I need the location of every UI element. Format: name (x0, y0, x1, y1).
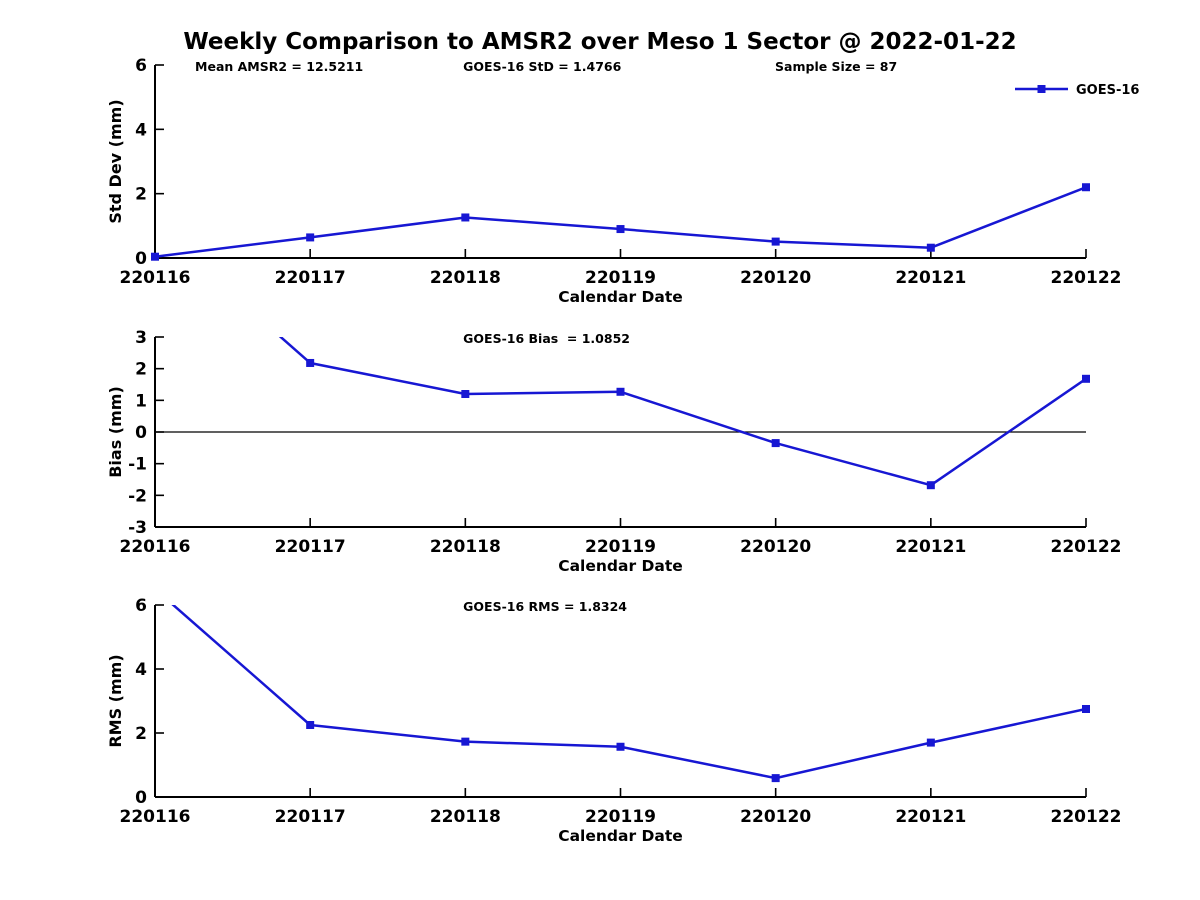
data-point-marker (616, 742, 625, 751)
data-point-marker (306, 721, 315, 729)
data-point-marker (151, 252, 159, 261)
y-axis-title: RMS (mm) (106, 654, 125, 747)
y-tick-label: 2 (135, 724, 147, 744)
data-point-marker (1082, 705, 1090, 713)
x-tick-label: 220119 (585, 268, 656, 288)
y-tick-label: 2 (135, 360, 147, 380)
y-tick-label: 0 (135, 249, 147, 269)
subplot-stddev: 0 2 4 6 220116 220117 220118 220119 220120 220121… (106, 56, 1139, 306)
x-tick-label: 220117 (275, 537, 346, 557)
x-axis-title: Calendar Date (558, 557, 683, 575)
subplot-rms: 0 2 4 6 220116 220117 220118 220119 220120 220121… (106, 596, 1122, 845)
y-tick-label: 0 (135, 788, 147, 808)
x-tick-label: 220118 (430, 268, 501, 288)
data-point-marker (306, 233, 315, 242)
data-point-marker (461, 213, 470, 222)
y-tick-label: -1 (128, 455, 147, 475)
x-tick-label: 220116 (120, 268, 191, 288)
x-tick-label: 220118 (430, 807, 501, 827)
y-tick-label: 6 (135, 56, 147, 76)
legend: GOES-16 (1015, 83, 1139, 98)
stat-annotation: GOES-16 StD = 1.4766 (463, 59, 621, 74)
y-tick-label: -3 (128, 518, 147, 538)
stat-annotation: Sample Size = 87 (775, 59, 897, 74)
legend-label: GOES-16 (1076, 83, 1139, 98)
legend-marker-icon (1037, 85, 1046, 93)
stat-annotation: GOES-16 RMS = 1.8324 (463, 599, 627, 614)
subplot-bias: -3 -2 -1 0 1 2 3 220116 220117 220118 220119 220120… (106, 328, 1122, 575)
y-tick-label: 6 (135, 596, 147, 616)
data-point-marker (771, 439, 780, 448)
data-point-marker (926, 738, 935, 747)
y-tick-label: 2 (135, 185, 147, 205)
x-tick-label: 220119 (585, 537, 656, 557)
x-tick-label: 220120 (740, 268, 811, 288)
data-point-marker (771, 774, 780, 783)
x-tick-label: 220121 (895, 807, 966, 827)
x-tick-label: 220117 (275, 268, 346, 288)
data-point-marker (306, 358, 315, 367)
data-point-marker (461, 390, 470, 398)
x-tick-label: 220117 (275, 807, 346, 827)
x-axis-title: Calendar Date (558, 827, 683, 845)
series-line (155, 185, 1086, 258)
stat-annotation: GOES-16 Bias = 1.0852 (463, 331, 630, 346)
y-tick-label: 1 (135, 391, 147, 411)
figure-title: Weekly Comparison to AMSR2 over Meso 1 S… (183, 29, 1017, 55)
y-tick-label: 4 (135, 660, 147, 680)
data-point-marker (771, 237, 780, 246)
x-tick-label: 220120 (740, 807, 811, 827)
y-tick-label: 0 (135, 423, 147, 443)
x-tick-label: 220120 (740, 537, 811, 557)
data-point-marker (1082, 183, 1090, 192)
y-axis-title: Bias (mm) (106, 386, 125, 478)
series-line (278, 337, 1086, 487)
x-tick-label: 220119 (585, 807, 656, 827)
x-tick-label: 220121 (895, 268, 966, 288)
x-axis-title: Calendar Date (558, 288, 683, 306)
x-tick-label: 220116 (120, 807, 191, 827)
data-point-marker (616, 387, 625, 396)
x-tick-label: 220118 (430, 537, 501, 557)
stat-annotation: Mean AMSR2 = 12.5211 (195, 59, 363, 74)
y-tick-label: -2 (128, 486, 147, 506)
data-point-marker (926, 481, 935, 490)
data-point-marker (1082, 374, 1090, 383)
x-tick-label: 220122 (1051, 807, 1122, 827)
y-axis-title: Std Dev (mm) (106, 99, 125, 223)
data-point-marker (461, 737, 470, 746)
x-tick-label: 220121 (895, 537, 966, 557)
data-point-marker (926, 243, 935, 252)
y-tick-label: 4 (135, 120, 147, 140)
x-tick-label: 220116 (120, 537, 191, 557)
x-tick-label: 220122 (1051, 537, 1122, 557)
data-point-marker (616, 225, 625, 234)
x-tick-label: 220122 (1051, 268, 1122, 288)
y-tick-label: 3 (135, 328, 147, 348)
